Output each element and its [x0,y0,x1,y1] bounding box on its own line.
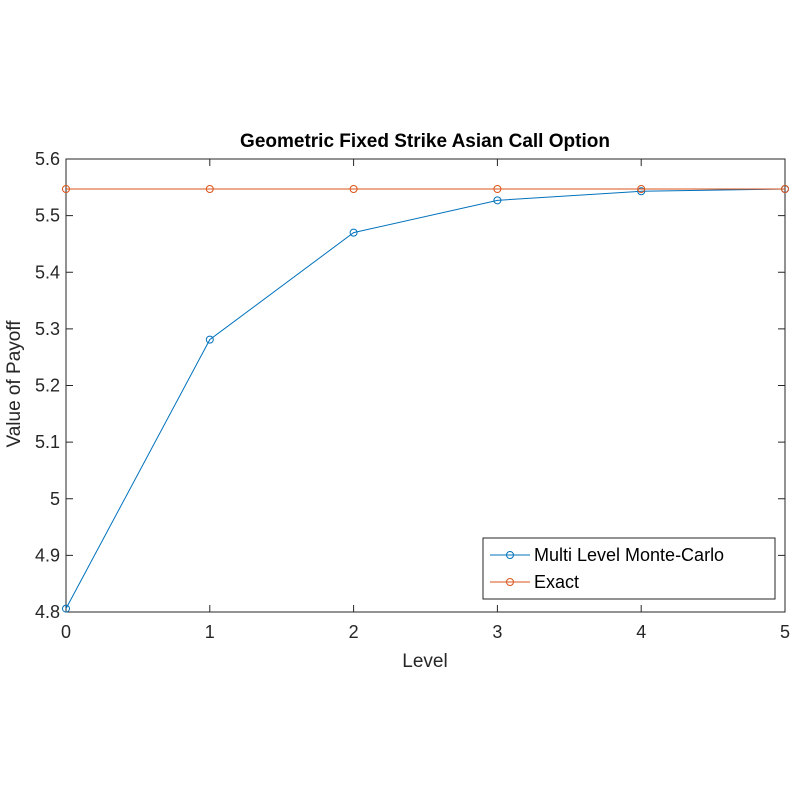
data-point [493,196,502,205]
series-exact [62,185,789,194]
legend-item: Multi Level Monte-Carlo [490,545,724,565]
legend-swatch-marker [506,551,514,559]
x-tick-label: 2 [349,622,359,642]
data-point [637,185,646,194]
y-tick-label: 4.8 [35,602,60,622]
legend-item: Exact [490,572,579,592]
y-axis-label: Value of Payoff [4,320,25,448]
y-tick-label: 5.1 [35,432,60,452]
x-tick-label: 1 [205,622,215,642]
data-point [637,187,646,196]
data-point [62,185,70,194]
data-point [781,185,789,194]
legend-swatch-marker [506,578,514,586]
y-tick-label: 5.4 [35,262,60,282]
data-point [493,185,502,194]
x-tick-label: 3 [492,622,502,642]
data-point [349,185,358,194]
y-tick-label: 5.6 [35,149,60,169]
y-tick-label: 5.5 [35,206,60,226]
y-tick-label: 5.2 [35,376,60,396]
y-tick-label: 5.3 [35,319,60,339]
x-tick-label: 4 [636,622,646,642]
legend-box [482,537,776,600]
axis-ticks: 0 1 2 3 4 5 4.8 4.9 5 5.1 5.2 5.3 5.4 5.5 5.6 [35,149,790,642]
y-tick-label: 5 [50,489,60,509]
legend-label: Multi Level Monte-Carlo [534,545,724,565]
plot-series [62,185,789,613]
series-line [65,188,786,609]
data-point [205,185,214,194]
data-point [205,335,214,344]
data-point [349,228,358,237]
x-tick-label: 0 [61,622,71,642]
y-tick-label: 4.9 [35,545,60,565]
data-point [62,604,70,613]
x-tick-label: 5 [780,622,790,642]
legend: Multi Level Monte-Carlo Exact [482,537,776,600]
x-axis-label: Level [402,651,447,672]
chart-title: Geometric Fixed Strike Asian Call Option [240,131,610,152]
legend-label: Exact [534,572,579,592]
